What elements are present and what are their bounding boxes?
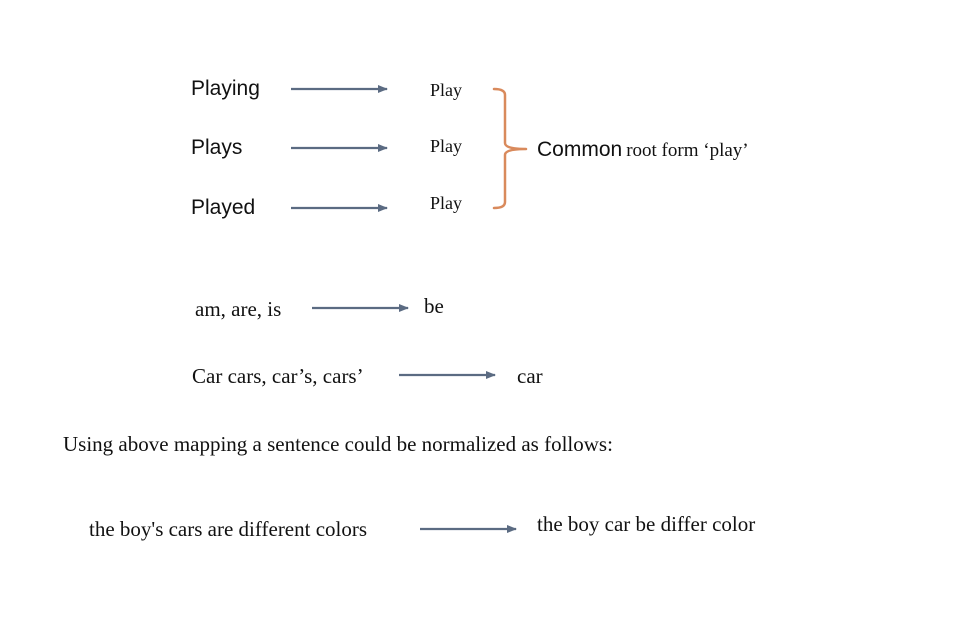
bracket-label: Common root form ‘play’ [537, 139, 749, 160]
root-play-1: Play [430, 80, 463, 100]
example-normalized: the boy car be differ color [537, 512, 756, 536]
lemma-target-car: car [517, 364, 543, 388]
word-playing: Playing [191, 77, 260, 100]
word-plays: Plays [191, 136, 243, 159]
lemma-source-car: Car cars, car’s, cars’ [192, 364, 364, 388]
explanation-text: Using above mapping a sentence could be … [63, 432, 613, 456]
curly-bracket [492, 87, 528, 210]
bracket-label-rest: root form ‘play’ [626, 140, 749, 161]
bracket-label-common: Common [537, 138, 623, 161]
word-played: Played [191, 196, 256, 219]
lemma-source-be: am, are, is [195, 297, 282, 321]
example-original: the boy's cars are different colors [89, 517, 368, 541]
lemma-target-be: be [424, 294, 444, 318]
root-play-3: Play [430, 193, 463, 213]
root-play-2: Play [430, 136, 463, 156]
